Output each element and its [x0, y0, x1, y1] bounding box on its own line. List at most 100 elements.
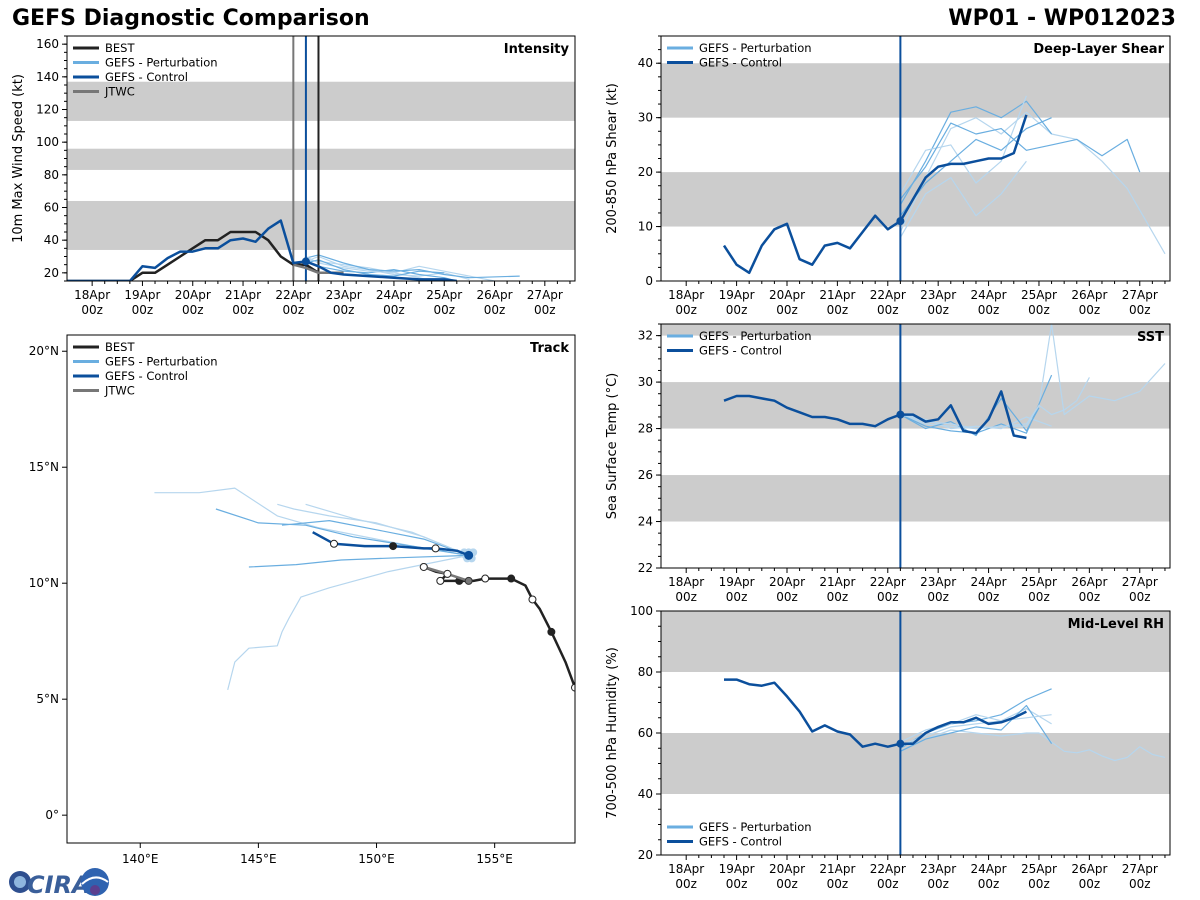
- sst-control-init-point: [896, 410, 905, 419]
- intensity-band-1: [67, 148, 575, 170]
- intensity-legend-label-0: BEST: [105, 41, 135, 55]
- shear-xtick-hour-2: 00z: [776, 303, 798, 317]
- sst-ytick-label-1: 24: [638, 515, 653, 529]
- track-frame: [66, 334, 576, 844]
- sst-xtick-date-0: 18Apr: [668, 575, 704, 589]
- shear-band-1: [661, 63, 1170, 118]
- shear-xtick-date-1: 19Apr: [719, 288, 755, 302]
- shear-xtick-date-3: 21Apr: [819, 288, 855, 302]
- track-ytick-label-0: 0°: [45, 808, 59, 822]
- sst-perturbation-member-2: [900, 414, 1052, 430]
- sst-xtick-hour-3: 00z: [827, 590, 849, 604]
- shear-xtick-date-7: 25Apr: [1021, 288, 1057, 302]
- intensity-xtick-date-7: 25Apr: [426, 288, 462, 302]
- intensity-xtick-hour-0: 00z: [81, 303, 103, 317]
- rh-xtick-hour-1: 00z: [726, 877, 748, 891]
- intensity-xtick-date-4: 22Apr: [275, 288, 311, 302]
- sst-band-1: [661, 382, 1170, 429]
- track-ytick-label-2: 10°N: [29, 576, 59, 590]
- intensity-legend-label-2: GEFS - Control: [105, 70, 188, 84]
- rh-xtick-hour-5: 00z: [927, 877, 949, 891]
- shear-perturbation-member-5: [899, 122, 1141, 200]
- track-perturbation-member-3: [248, 554, 469, 568]
- rh-ylabel: 700-500 hPa Humidity (%): [605, 647, 620, 819]
- shear-perturbation-member-4: [899, 160, 1027, 238]
- rh-xtick-hour-3: 00z: [827, 877, 849, 891]
- rh-ytick-label-4: 100: [630, 604, 653, 618]
- track-perturbation-member-4: [227, 554, 469, 691]
- shear-series-gefs-control: [722, 114, 1028, 275]
- track-best-point-4: [528, 595, 537, 604]
- intensity-xtick-date-5: 23Apr: [326, 288, 362, 302]
- intensity-plot-area: [67, 36, 575, 281]
- intensity-ytick-label-7: 160: [36, 37, 59, 51]
- sst-xtick-date-9: 27Apr: [1122, 575, 1158, 589]
- track-best-point-8: [481, 574, 490, 583]
- sst-xtick-hour-9: 00z: [1129, 590, 1151, 604]
- sst-series-gefs-control: [723, 390, 1027, 440]
- shear-perturbation-member-0: [899, 111, 1166, 255]
- logo-text: CIRA: [27, 871, 91, 898]
- intensity-xtick-date-6: 24Apr: [376, 288, 412, 302]
- rh-perturbation-member-0: [900, 729, 1166, 762]
- sst-xtick-hour-4: 00z: [877, 590, 899, 604]
- rh-xtick-date-5: 23Apr: [920, 862, 956, 876]
- sst-perturbation-member-3: [900, 397, 1040, 437]
- rh-band-1: [661, 611, 1170, 672]
- rh-xtick-hour-9: 00z: [1129, 877, 1151, 891]
- track-xtick-label-3: 155°E: [476, 852, 513, 866]
- track-control-point-2: [431, 544, 440, 553]
- shear-xtick-date-0: 18Apr: [668, 288, 704, 302]
- shear-xtick-date-8: 26Apr: [1071, 288, 1107, 302]
- cira-logo: CIRA: [9, 868, 109, 898]
- intensity-xtick-date-0: 18Apr: [74, 288, 110, 302]
- intensity-band-2: [67, 81, 575, 121]
- storm-id-title: WP01 - WP012023: [948, 6, 1176, 31]
- rh-ytick-label-3: 80: [638, 665, 653, 679]
- shear-xtick-date-5: 23Apr: [920, 288, 956, 302]
- rh-series-gefs-control: [724, 678, 1027, 748]
- intensity-series-gefs-control: [67, 219, 457, 281]
- track-plot-area: [154, 487, 575, 692]
- shear-ytick-label-3: 30: [638, 111, 653, 125]
- rh-panel-title: Mid-Level RH: [1068, 617, 1164, 632]
- sst-xtick-hour-6: 00z: [978, 590, 1000, 604]
- intensity-band-0: [67, 200, 575, 250]
- sst-xtick-hour-1: 00z: [726, 590, 748, 604]
- track-legend-label-0: BEST: [105, 340, 135, 354]
- intensity-xtick-date-3: 21Apr: [225, 288, 261, 302]
- intensity-xtick-date-8: 26Apr: [477, 288, 513, 302]
- rh-xtick-date-3: 21Apr: [819, 862, 855, 876]
- rh-xtick-hour-8: 00z: [1079, 877, 1101, 891]
- rh-plot-area: [661, 611, 1170, 855]
- intensity-series-best: [67, 230, 320, 281]
- sst-legend-label-0: GEFS - Perturbation: [699, 329, 812, 343]
- sst-band-0: [661, 475, 1170, 522]
- intensity-ytick-label-2: 60: [44, 201, 59, 215]
- track-perturbation-member-6: [305, 503, 469, 556]
- intensity-ytick-label-1: 40: [44, 233, 59, 247]
- rh-xtick-hour-2: 00z: [776, 877, 798, 891]
- track-jtwc-point-1: [443, 569, 452, 578]
- shear-xtick-hour-5: 00z: [927, 303, 949, 317]
- intensity-control-init-point: [301, 257, 310, 266]
- sst-ytick-label-5: 32: [638, 329, 653, 343]
- rh-xtick-date-8: 26Apr: [1071, 862, 1107, 876]
- rh-ytick-label-2: 60: [638, 726, 653, 740]
- shear-perturbation-member-3: [899, 117, 1052, 217]
- track-perturbation-member-5: [281, 519, 469, 556]
- sst-xtick-date-7: 25Apr: [1021, 575, 1057, 589]
- shear-xtick-hour-0: 00z: [675, 303, 697, 317]
- intensity-ytick-label-4: 100: [36, 135, 59, 149]
- sst-xtick-date-8: 26Apr: [1071, 575, 1107, 589]
- shear-xtick-date-9: 27Apr: [1122, 288, 1158, 302]
- sst-ytick-label-3: 28: [638, 422, 653, 436]
- intensity-xtick-hour-3: 00z: [232, 303, 254, 317]
- rh-xtick-date-9: 27Apr: [1122, 862, 1158, 876]
- sst-ytick-label-2: 26: [638, 468, 653, 482]
- rh-xtick-date-7: 25Apr: [1021, 862, 1057, 876]
- rh-xtick-date-1: 19Apr: [719, 862, 755, 876]
- shear-xtick-hour-3: 00z: [827, 303, 849, 317]
- rh-perturbation-member-3: [900, 704, 1053, 752]
- intensity-xtick-hour-4: 00z: [283, 303, 305, 317]
